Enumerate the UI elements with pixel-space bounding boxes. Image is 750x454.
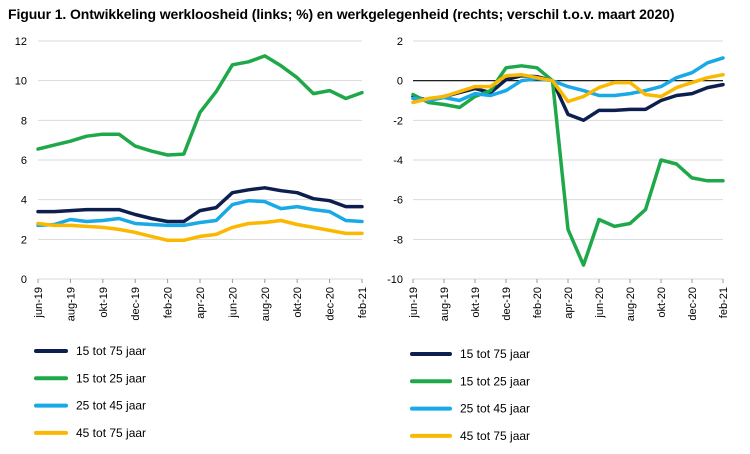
x-tick-label: feb-20 xyxy=(532,287,544,318)
x-tick-label: feb-21 xyxy=(718,287,730,318)
y-tick-label: -8 xyxy=(393,234,403,246)
x-tick-label: dec-19 xyxy=(501,287,513,321)
x-tick-label: okt-19 xyxy=(470,287,482,318)
y-tick-label: 6 xyxy=(21,155,27,167)
x-tick-label: dec-20 xyxy=(687,287,699,321)
y-tick-label: 2 xyxy=(21,234,27,246)
y-tick-label: 8 xyxy=(21,115,27,127)
legend-label: 15 tot 25 jaar xyxy=(76,371,146,385)
figure-title: Figuur 1. Ontwikkeling werkloosheid (lin… xyxy=(8,6,675,22)
chart-panel-1: 0 2 4 6 8 10 12 jun-19 aug-19 okt-19 dec-19 feb-20 a… xyxy=(15,36,369,440)
chart-panel-2: -10 -8 -6 -4 -2 0 2 jun-19 aug-19 okt-19 dec-19 feb… xyxy=(387,36,730,443)
x-tick-label: jun-20 xyxy=(227,287,239,319)
series-line-4 xyxy=(36,218,364,243)
y-tick-label: -6 xyxy=(393,195,403,207)
series-line-1 xyxy=(411,73,725,123)
series-line-3 xyxy=(36,198,364,228)
x-tick-label: okt-20 xyxy=(656,287,668,318)
y-tick-label: 2 xyxy=(397,36,403,48)
y-tick-label: -2 xyxy=(393,115,403,127)
y-tick-label: 4 xyxy=(21,195,27,207)
x-tick-label: aug-20 xyxy=(625,287,637,321)
x-tick-label: feb-20 xyxy=(163,287,175,318)
legend-label: 25 tot 45 jaar xyxy=(76,399,146,413)
x-tick-label: jun-19 xyxy=(33,287,45,319)
x-tick-label: okt-20 xyxy=(292,287,304,318)
x-tick-label: jun-20 xyxy=(594,287,606,319)
x-tick-label: okt-19 xyxy=(98,287,110,318)
series-line-2 xyxy=(36,54,364,157)
series-line-2 xyxy=(411,64,725,267)
legend-label: 45 tot 75 jaar xyxy=(460,429,530,443)
x-tick-label: apr-20 xyxy=(195,287,207,319)
x-tick-label: dec-19 xyxy=(130,287,142,321)
y-tick-label: 10 xyxy=(15,76,27,88)
series-line-4 xyxy=(411,72,725,105)
x-tick-label: aug-19 xyxy=(439,287,451,321)
series-line-1 xyxy=(36,186,364,224)
legend-label: 15 tot 75 jaar xyxy=(76,344,146,358)
x-tick-label: jun-19 xyxy=(408,287,420,319)
x-tick-label: dec-20 xyxy=(325,287,337,321)
y-tick-label: 12 xyxy=(15,36,27,48)
x-tick-label: apr-20 xyxy=(563,287,575,319)
legend-label: 45 tot 75 jaar xyxy=(76,426,146,440)
y-tick-label: 0 xyxy=(397,76,403,88)
series-line-3 xyxy=(411,56,725,103)
y-tick-label: -4 xyxy=(393,155,403,167)
legend-label: 15 tot 25 jaar xyxy=(460,374,530,388)
legend-label: 25 tot 45 jaar xyxy=(460,402,530,416)
x-tick-label: aug-19 xyxy=(65,287,77,321)
x-tick-label: aug-20 xyxy=(260,287,272,321)
legend-label: 15 tot 75 jaar xyxy=(460,347,530,361)
x-tick-label: feb-21 xyxy=(357,287,369,318)
y-tick-label: 0 xyxy=(21,274,27,286)
y-tick-label: -10 xyxy=(387,274,403,286)
